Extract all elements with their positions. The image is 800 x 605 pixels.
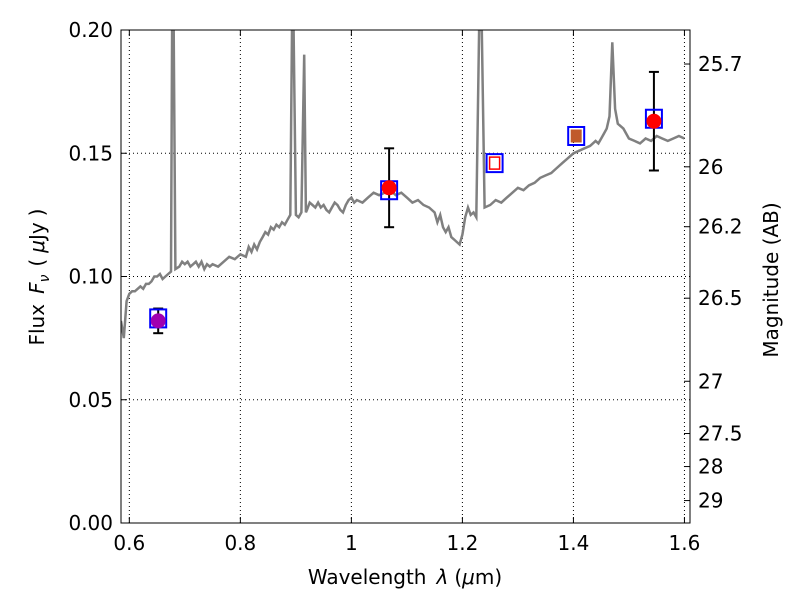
x-axis-title-unit: m xyxy=(475,565,494,589)
y-axis-title-subscript: ν xyxy=(37,274,53,282)
observed-marker xyxy=(646,113,662,129)
observed-marker xyxy=(381,180,397,196)
y-axis-title-unit: Jy xyxy=(25,222,49,242)
y2-tick-label: 27.5 xyxy=(698,422,743,446)
y-axis-title-open: ( xyxy=(25,259,49,267)
x-tick-label: 1.6 xyxy=(669,531,701,555)
model-square-marker xyxy=(567,125,586,146)
x-axis-title-symbol: λ xyxy=(435,565,448,589)
x-axis-title-open: ( xyxy=(454,565,462,589)
x-axis-title-prefix: Wavelength xyxy=(308,565,427,589)
y-tick-label: 0.05 xyxy=(68,388,113,412)
grid xyxy=(121,30,690,523)
y-tick-label: 0.15 xyxy=(68,141,113,165)
model-square-marker xyxy=(485,153,504,174)
y-tick-label: 0.10 xyxy=(68,265,113,289)
data-markers xyxy=(149,70,663,335)
y-tick-label: 0.00 xyxy=(68,511,113,535)
y2-axis-title: Magnitude (AB) xyxy=(759,202,783,357)
x-tick-label: 1.2 xyxy=(446,531,478,555)
y2-tick-label: 25.7 xyxy=(698,52,743,76)
x-axis-title: Wavelength λ (μm) xyxy=(308,565,502,589)
y-axis-title: Flux Fν ( μJy) xyxy=(25,208,53,345)
observed-marker xyxy=(570,129,582,143)
y2-tick-label: 29 xyxy=(698,489,723,513)
x-tick-label: 1.4 xyxy=(558,531,590,555)
x-tick-label: 0.6 xyxy=(113,531,145,555)
observed-marker xyxy=(150,313,166,329)
x-axis-title-close: ) xyxy=(494,565,502,589)
y-axis-title-symbol: F xyxy=(25,282,49,294)
x-tick-label: 1 xyxy=(345,531,358,555)
y-tick-label: 0.20 xyxy=(68,18,113,42)
y2-tick-label: 26.2 xyxy=(698,215,743,239)
y2-tick-label: 27 xyxy=(698,369,723,393)
y-axis-title-mu: μ xyxy=(25,240,49,254)
axis-ticks: 0.6 0.8 1 1.2 1.4 1.6 0.00 0.05 0.10 0.15 0.20 25.7… xyxy=(68,18,742,555)
x-axis-title-mu: μ xyxy=(461,565,475,589)
y-axis-title-prefix: Flux xyxy=(25,304,49,346)
y2-tick-label: 26.5 xyxy=(698,286,743,310)
x-tick-label: 0.8 xyxy=(224,531,256,555)
spectrum-line xyxy=(121,30,685,339)
y2-tick-label: 26 xyxy=(698,155,723,179)
y-axis-title-close: ) xyxy=(25,208,49,216)
upper-limit-marker xyxy=(488,156,501,170)
y2-tick-label: 28 xyxy=(698,455,723,479)
